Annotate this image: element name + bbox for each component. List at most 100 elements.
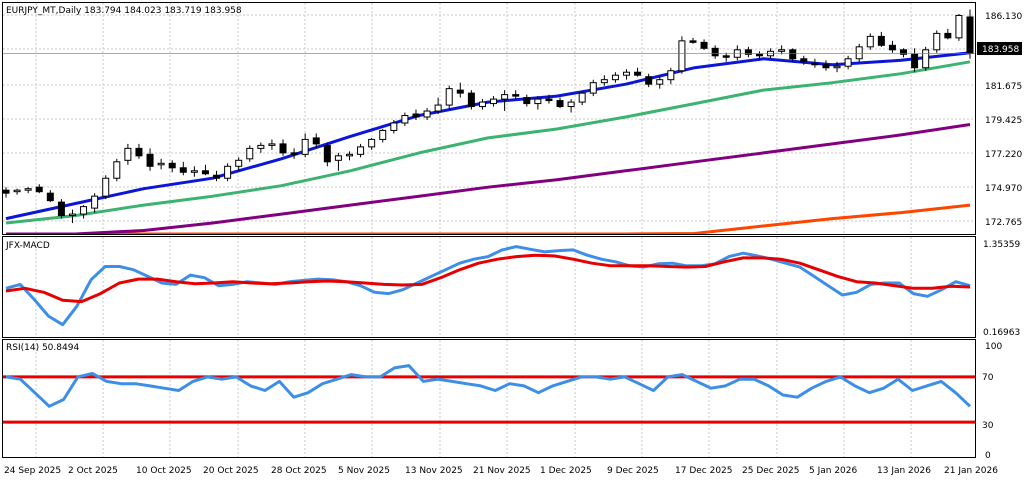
candle <box>933 30 941 53</box>
candle <box>312 133 320 149</box>
candle-body-up <box>623 71 631 76</box>
candle <box>91 193 99 213</box>
candle-body-up <box>68 213 76 217</box>
candle <box>268 139 276 150</box>
price-label: 186.130 <box>985 12 1022 22</box>
candle-body-down <box>722 55 730 58</box>
date-label: 5 Jan 2026 <box>809 466 857 476</box>
candle-body-up <box>224 165 232 179</box>
candle <box>534 96 542 110</box>
date-label: 5 Nov 2025 <box>338 466 390 476</box>
candle-body-down <box>645 76 653 85</box>
candle <box>323 142 331 167</box>
candle-body-down <box>2 189 10 194</box>
candle <box>645 73 653 88</box>
candle <box>390 120 398 134</box>
candle-body-down <box>689 40 697 43</box>
candle-body-down <box>456 89 464 94</box>
candle <box>689 37 697 44</box>
candle <box>445 85 453 110</box>
candle-body-up <box>933 32 941 51</box>
candle <box>911 48 919 73</box>
candle-body-up <box>611 74 619 81</box>
candle <box>678 36 686 74</box>
date-label: 21 Jan 2026 <box>944 466 998 476</box>
candle-body-up <box>235 159 243 167</box>
candle <box>434 97 442 115</box>
candle <box>357 143 365 158</box>
candle-body-down <box>279 143 287 154</box>
candle <box>656 76 664 89</box>
rsi-axis-label: 100 <box>985 342 1002 352</box>
candle <box>213 170 221 182</box>
candle-body-down <box>755 53 763 57</box>
ema-mid-line <box>5 60 971 225</box>
date-label: 10 Oct 2025 <box>136 466 192 476</box>
candle <box>190 166 198 177</box>
candle-body-up <box>345 153 353 157</box>
candle <box>755 51 763 61</box>
candle <box>80 205 88 219</box>
rsi-line <box>5 364 972 408</box>
candle <box>877 31 885 47</box>
date-label: 2 Oct 2025 <box>68 466 118 476</box>
candle <box>844 55 852 70</box>
rsi-axis-label: 0 <box>985 451 991 461</box>
candle <box>733 45 741 61</box>
candle <box>578 91 586 106</box>
candle-body-up <box>434 104 442 112</box>
candle-body-down <box>822 64 830 69</box>
candle <box>456 82 464 98</box>
macd-signal-line <box>5 253 971 304</box>
candle <box>634 67 642 77</box>
candle-body-up <box>301 138 309 155</box>
candle <box>201 164 209 176</box>
price-axis[interactable]: 186.130 181.675 179.425 177.220 174.970 … <box>977 12 1022 228</box>
candle <box>2 187 10 198</box>
date-label: 24 Sep 2025 <box>4 466 61 476</box>
rsi-axis-label: 30 <box>982 421 994 431</box>
candle-body-up <box>334 155 342 161</box>
candle-body-down <box>168 162 176 169</box>
candle-body-up <box>13 189 21 193</box>
candle <box>744 46 752 58</box>
date-label: 20 Oct 2025 <box>203 466 259 476</box>
macd-indicator <box>5 245 971 327</box>
macd-axis: 1.35359 0.16963 <box>983 240 1020 338</box>
candle-body-up <box>124 147 132 161</box>
candle <box>944 28 952 40</box>
candle <box>811 58 819 68</box>
candle <box>24 187 32 194</box>
price-label: 181.675 <box>985 82 1022 92</box>
candle <box>301 133 309 158</box>
date-label: 17 Dec 2025 <box>675 466 733 476</box>
candle-body-up <box>844 58 852 67</box>
current-price-tag <box>977 42 1022 55</box>
candle-body-up <box>379 129 387 140</box>
candle <box>778 45 786 55</box>
price-label: 177.220 <box>985 150 1022 160</box>
candle-body-down <box>800 58 808 63</box>
candle-body-up <box>157 162 165 166</box>
rsi-indicator <box>3 364 975 424</box>
candle <box>966 9 974 59</box>
candle <box>512 90 520 100</box>
candle <box>623 69 631 80</box>
candle-body-down <box>35 186 43 193</box>
candle-body-up <box>257 144 265 149</box>
candle-body-down <box>811 62 819 66</box>
candle <box>789 48 797 62</box>
ema-long-line <box>6 203 971 234</box>
date-axis: 24 Sep 2025 2 Oct 2025 10 Oct 2025 20 Oc… <box>4 466 998 476</box>
date-label: 1 Dec 2025 <box>540 466 592 476</box>
candle-body-up <box>102 177 110 197</box>
candle <box>168 160 176 173</box>
candle <box>589 79 597 97</box>
candle-body-down <box>46 192 54 202</box>
candle <box>866 33 874 50</box>
candle-body-down <box>146 153 154 167</box>
candle <box>401 112 409 126</box>
candle-body-down <box>877 35 885 46</box>
